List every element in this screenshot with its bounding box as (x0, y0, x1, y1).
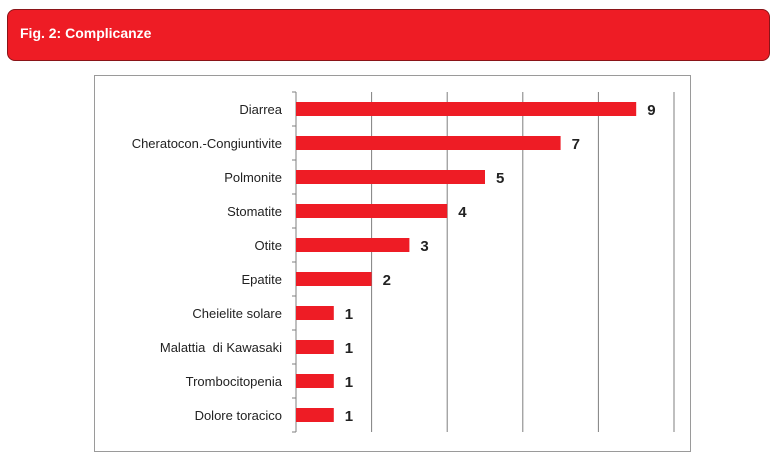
category-label: Trombocitopenia (186, 374, 283, 389)
category-label: Epatite (242, 272, 282, 287)
category-label: Stomatite (227, 204, 282, 219)
data-label: 3 (420, 238, 428, 255)
bar (296, 102, 637, 116)
data-label: 5 (496, 170, 504, 187)
data-label: 9 (647, 102, 655, 119)
data-label: 1 (345, 374, 353, 391)
category-label: Cheielite solare (192, 306, 282, 321)
data-label: 7 (572, 136, 580, 153)
figure-title: Fig. 2: Complicanze (20, 25, 152, 41)
bar (296, 238, 410, 252)
data-label: 2 (383, 272, 391, 289)
bar (296, 306, 334, 320)
bar (296, 272, 372, 286)
category-label: Diarrea (239, 102, 282, 117)
data-label: 1 (345, 340, 353, 357)
category-label: Polmonite (224, 170, 282, 185)
category-label: Otite (255, 238, 282, 253)
bar (296, 204, 448, 218)
category-label: Dolore toracico (195, 408, 282, 423)
bar (296, 374, 334, 388)
data-label: 4 (458, 204, 467, 221)
bar (296, 408, 334, 422)
bar (296, 136, 561, 150)
bar (296, 340, 334, 354)
figure-title-banner: Fig. 2: Complicanze (7, 9, 770, 61)
category-label: Malattia di Kawasaki (160, 340, 282, 355)
data-label: 1 (345, 408, 353, 425)
category-label: Cheratocon.-Congiuntivite (132, 136, 282, 151)
data-label: 1 (345, 306, 353, 323)
bar (296, 170, 485, 184)
